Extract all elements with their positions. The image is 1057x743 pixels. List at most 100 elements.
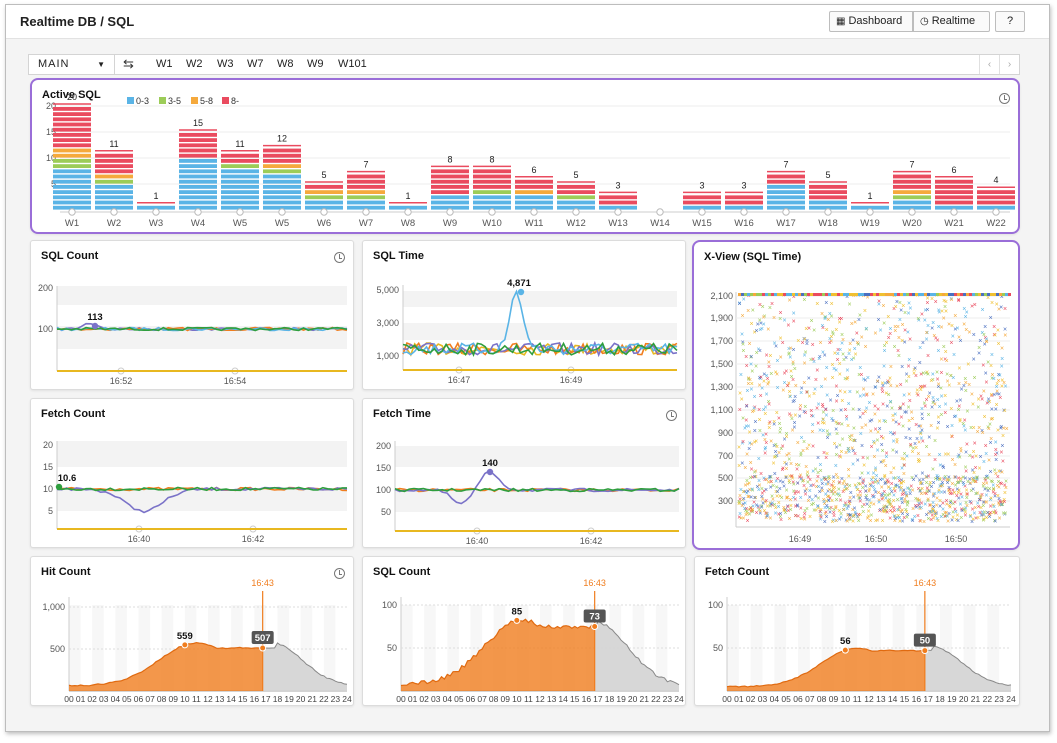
scatter-point: × xyxy=(877,298,881,305)
tab-w1[interactable]: W1 xyxy=(156,58,173,70)
clock-icon[interactable] xyxy=(334,252,345,263)
bar-segment xyxy=(725,195,763,200)
scatter-point: × xyxy=(966,492,970,499)
scatter-point: × xyxy=(882,489,886,496)
scatter-point: × xyxy=(749,495,753,502)
scatter-point: × xyxy=(925,489,929,496)
tab-w9[interactable]: W9 xyxy=(307,58,324,70)
scatter-point: × xyxy=(763,411,767,418)
grid-band xyxy=(323,605,336,691)
scatter-point: × xyxy=(942,298,946,305)
scatter-point: × xyxy=(838,320,842,327)
scatter-point: × xyxy=(943,474,947,481)
scatter-point: × xyxy=(858,476,862,483)
scatter-point: × xyxy=(741,340,745,347)
scatter-point: × xyxy=(938,503,942,510)
scatter-point: × xyxy=(755,484,759,491)
scatter-point: × xyxy=(947,322,951,329)
scatter-point: × xyxy=(757,487,761,494)
scatter-point: × xyxy=(803,511,807,518)
hit-count-panel[interactable]: Hit Count 500 1,000 00 01 02 03 04 05 06 07 08 09 10… xyxy=(30,556,354,706)
scatter-point: × xyxy=(858,414,862,421)
scatter-point xyxy=(936,293,939,296)
scatter-point: × xyxy=(900,496,904,503)
group-select[interactable]: MAIN ▼ xyxy=(29,55,115,74)
scatter-point: × xyxy=(858,365,862,372)
clock-icon[interactable] xyxy=(334,568,345,579)
scatter-point: × xyxy=(984,493,988,500)
scatter-point: × xyxy=(981,430,985,437)
scatter-point: × xyxy=(834,452,838,459)
scatter-point: × xyxy=(832,507,836,514)
scatter-point: × xyxy=(996,378,1000,385)
scatter-point: × xyxy=(828,336,832,343)
scatter-point: × xyxy=(784,475,788,482)
fetch-count-daily-panel[interactable]: Fetch Count 50 100 00 01 02 03 04 05 06 07 08 09 10 1… xyxy=(694,556,1020,706)
x-dot xyxy=(68,208,76,216)
x-tick-label: 24 xyxy=(674,694,684,704)
x-tick-label: 13 xyxy=(215,694,225,704)
bar-segment xyxy=(473,195,511,200)
scatter-point: × xyxy=(782,508,786,515)
scatter-point: × xyxy=(1001,433,1005,440)
scatter-point: × xyxy=(928,503,932,510)
scatter-point: × xyxy=(935,495,939,502)
active-sql-panel[interactable]: Active SQL 0-3 3-5 5-8 8- 5 10 15 20 20 W1 11 W2 1 W3… xyxy=(30,78,1020,234)
sql-time-panel[interactable]: SQL Time 1,000 3,000 5,000 16:47 16:49 4,871 xyxy=(362,240,686,390)
scatter-point: × xyxy=(883,380,887,387)
scatter-point: × xyxy=(896,507,900,514)
scatter-point: × xyxy=(955,493,959,500)
scatter-point: × xyxy=(999,499,1003,506)
clock-icon[interactable] xyxy=(666,410,677,421)
scatter-point: × xyxy=(928,390,932,397)
scatter-point: × xyxy=(995,302,999,309)
x-tick-label: W3 xyxy=(149,218,163,229)
y-tick-label: 1,300 xyxy=(710,382,733,392)
scatter-point: × xyxy=(860,443,864,450)
scatter-point: × xyxy=(915,387,919,394)
scatter-point: × xyxy=(860,425,864,432)
chevron-left-icon[interactable]: ‹ xyxy=(979,55,999,74)
sql-count-panel[interactable]: SQL Count 100 200 16:52 16:54 113 xyxy=(30,240,354,390)
scatter-point: × xyxy=(919,430,923,437)
scatter-point: × xyxy=(948,487,952,494)
scatter-point: × xyxy=(968,481,972,488)
scatter-point: × xyxy=(934,336,938,343)
x-tick-label: 06 xyxy=(793,694,803,704)
scatter-point: × xyxy=(983,500,987,507)
dashboard-button[interactable]: ▦ Dashboard xyxy=(829,11,913,32)
x-tick-label: 23 xyxy=(994,694,1004,704)
help-button[interactable]: ? xyxy=(995,11,1025,32)
scatter-point: × xyxy=(747,480,751,487)
scatter-point: × xyxy=(874,477,878,484)
scatter-point: × xyxy=(1003,327,1007,334)
scatter-point: × xyxy=(1002,425,1006,432)
scatter-point: × xyxy=(997,502,1001,509)
scatter-point: × xyxy=(806,475,810,482)
fetch-time-panel[interactable]: Fetch Time 50 100 150 200 16:40 16:42 140 xyxy=(362,398,686,548)
swap-icon[interactable]: ⇆ xyxy=(123,56,134,71)
scatter-point: × xyxy=(895,437,899,444)
clock-icon[interactable] xyxy=(999,93,1010,104)
scatter-point: × xyxy=(856,341,860,348)
scatter-point: × xyxy=(787,350,791,357)
tab-w101[interactable]: W101 xyxy=(338,58,367,70)
realtime-button[interactable]: ◷ Realtime xyxy=(913,11,990,32)
scatter-point: × xyxy=(753,419,757,426)
scatter-point: × xyxy=(950,297,954,304)
chevron-right-icon[interactable]: › xyxy=(999,55,1019,74)
xview-panel[interactable]: X-View (SQL Time) 300 500 700 900 1,100 1,300… xyxy=(692,240,1020,550)
scatter-point: × xyxy=(924,337,928,344)
scatter-point: × xyxy=(796,490,800,497)
scatter-point: × xyxy=(879,492,883,499)
tab-w8[interactable]: W8 xyxy=(277,58,294,70)
tab-w2[interactable]: W2 xyxy=(186,58,203,70)
fetch-count-panel[interactable]: Fetch Count 5 10 15 20 16:40 16:42 10.6 xyxy=(30,398,354,548)
scatter-point: × xyxy=(830,488,834,495)
tab-w7[interactable]: W7 xyxy=(247,58,264,70)
peak-dot xyxy=(513,616,521,624)
sql-count-daily-panel[interactable]: SQL Count 50 100 00 01 02 03 04 05 06 07 08 09 10 11 1… xyxy=(362,556,686,706)
tab-w3[interactable]: W3 xyxy=(217,58,234,70)
x-dot xyxy=(698,208,706,216)
bar-value-label: 20 xyxy=(67,92,77,102)
